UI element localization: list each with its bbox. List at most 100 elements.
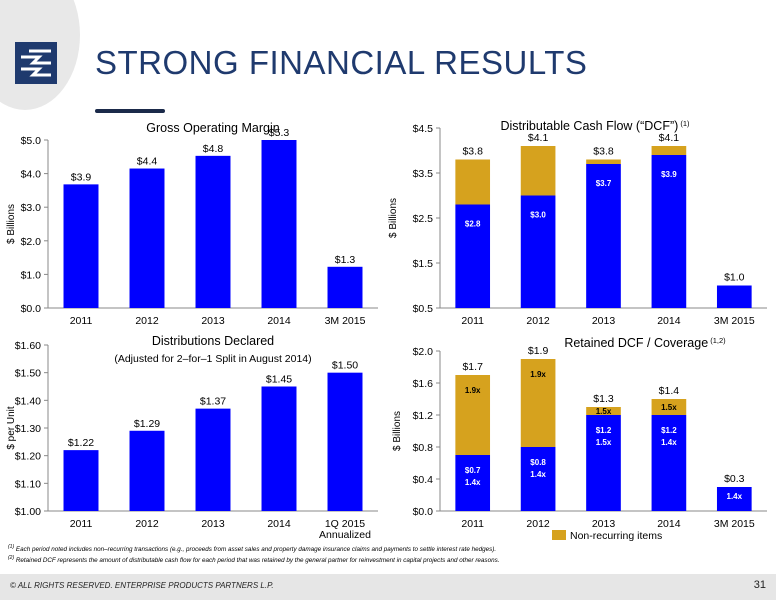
- chart4-x-tick-label: 2012: [526, 518, 550, 530]
- chart2-title: Distributable Cash Flow (“DCF”) (1): [500, 119, 690, 133]
- chart2-total-label: $3.8: [593, 146, 614, 158]
- chart2-bar-nonrecurring: [651, 146, 687, 155]
- chart4-coverage-label: 1.4x: [727, 492, 743, 501]
- chart3-bar: [327, 372, 363, 511]
- chart3-y-tick-label: $1.40: [15, 395, 41, 407]
- chart4-bar-nonrecurring: [586, 407, 621, 415]
- chart2-x-tick-label: 3M 2015: [714, 315, 755, 327]
- chart2-base-label: $2.8: [465, 220, 481, 229]
- chart2-bar-base: [586, 164, 621, 308]
- chart4-total-label: $1.9: [528, 345, 549, 357]
- chart2-y-tick-label: $2.5: [413, 213, 434, 225]
- chart2-y-tick-label: $0.5: [413, 303, 434, 315]
- chart2-x-tick-label: 2011: [461, 315, 484, 327]
- chart2-base-label: $3.9: [661, 170, 677, 179]
- page-title: STRONG FINANCIAL RESULTS: [95, 44, 588, 81]
- chart4-x-tick-label: 3M 2015: [714, 518, 755, 530]
- chart3-data-label: $1.50: [332, 360, 358, 372]
- footer-bar: © ALL RIGHTS RESERVED. ENTERPRISE PRODUC…: [0, 574, 776, 600]
- chart3-x-tick-label: 2013: [201, 518, 225, 530]
- chart1-y-tick-label: $5.0: [21, 135, 42, 147]
- chart2-base-label: $3.7: [596, 179, 612, 188]
- chart4-coverage-label: 1.5x: [596, 438, 612, 447]
- chart2-bar-nonrecurring: [520, 146, 556, 196]
- chart3-bar: [261, 386, 297, 511]
- chart4-total-label: $0.3: [724, 473, 745, 485]
- chart3-data-label: $1.29: [134, 418, 160, 430]
- chart2-y-axis-label: $ Billions: [388, 198, 399, 238]
- chart4-bar-nonrecurring: [520, 359, 556, 447]
- chart2-total-label: $4.1: [528, 132, 549, 144]
- chart1-bar: [63, 184, 99, 308]
- chart4-nonrecurring-coverage-label: 1.9x: [530, 370, 546, 379]
- chart4-nonrecurring-coverage-label: 1.9x: [465, 386, 481, 395]
- chart4-nonrecurring-coverage-label: 1.5x: [596, 407, 612, 416]
- chart2-bar-base: [716, 285, 752, 308]
- chart2-x-tick-label: 2014: [657, 315, 681, 327]
- chart4-y-tick-label: $1.2: [413, 410, 434, 422]
- chart4-y-tick-label: $0.8: [413, 442, 434, 454]
- chart4-legend-swatch: [552, 530, 566, 540]
- chart3-x-tick-label: 1Q 2015: [325, 518, 365, 530]
- chart4-coverage-label: 1.4x: [661, 438, 677, 447]
- chart1-bar: [261, 140, 297, 308]
- chart4-legend-label: Non-recurring items: [570, 530, 662, 542]
- footnote-1: (1) Each period noted includes non–recur…: [8, 544, 497, 554]
- chart1-bar: [195, 155, 231, 308]
- chart4-total-label: $1.7: [462, 361, 483, 373]
- chart2-x-tick-label: 2013: [592, 315, 616, 327]
- chart3-y-axis-label: $ per Unit: [6, 406, 17, 450]
- chart1-x-tick-label: 2011: [70, 315, 93, 327]
- chart4-base-label: $1.2: [661, 426, 677, 435]
- chart2-bar-nonrecurring: [586, 159, 621, 164]
- chart2-y-tick-label: $1.5: [413, 258, 434, 270]
- chart1-y-tick-label: $3.0: [21, 202, 42, 214]
- chart1-title: Gross Operating Margin: [146, 121, 279, 135]
- chart4-x-tick-label: 2011: [461, 518, 484, 530]
- footnote-2: (2) Retained DCF represents the amount o…: [8, 555, 500, 565]
- chart1-data-label: $4.8: [203, 143, 224, 155]
- chart3-data-label: $1.45: [266, 374, 292, 386]
- chart3-y-tick-label: $1.50: [15, 368, 41, 380]
- chart4-bar-base: [455, 455, 491, 511]
- chart1-x-tick-label: 3M 2015: [325, 315, 366, 327]
- chart4-base-label: $0.7: [465, 466, 481, 475]
- chart3-data-label: $1.37: [200, 396, 226, 408]
- chart4-bar-base: [520, 447, 556, 511]
- chart3-title: Distributions Declared: [152, 334, 274, 348]
- chart4-bar-base: [651, 415, 687, 511]
- chart3-x-tick-label: 2012: [135, 518, 159, 530]
- chart4-x-tick-label: 2014: [657, 518, 681, 530]
- chart4-nonrecurring-coverage-label: 1.5x: [661, 403, 677, 412]
- chart1-y-tick-label: $0.0: [21, 303, 42, 315]
- chart4-bar-base: [716, 487, 752, 511]
- chart4-y-tick-label: $2.0: [413, 346, 434, 358]
- chart1-data-label: $3.9: [71, 171, 92, 183]
- chart4-bar-base: [586, 415, 621, 511]
- chart4-base-label: $0.8: [530, 458, 546, 467]
- chart3-y-tick-label: $1.20: [15, 451, 41, 463]
- chart4-total-label: $1.4: [659, 385, 680, 397]
- chart4-coverage-label: 1.4x: [465, 478, 481, 487]
- chart3-y-tick-label: $1.30: [15, 423, 41, 435]
- chart4-y-tick-label: $0.4: [413, 474, 434, 486]
- chart3-y-tick-label: $1.60: [15, 340, 41, 352]
- footnotes: (1) Each period noted includes non–recur…: [8, 543, 748, 565]
- chart4-coverage-label: 1.4x: [530, 470, 546, 479]
- chart1-bar: [129, 168, 165, 308]
- chart1-data-label: $4.4: [137, 156, 158, 168]
- chart2-base-label: $3.0: [530, 211, 546, 220]
- chart1-y-tick-label: $1.0: [21, 269, 42, 281]
- chart3-y-tick-label: $1.00: [15, 506, 41, 518]
- chart4-base-label: $1.2: [596, 426, 612, 435]
- charts-canvas: $0.0 $1.0 $2.0 $3.0 $4.0 $5.0 $ Billions 2011 20…: [6, 119, 767, 542]
- chart3-subtitle: (Adjusted for 2–for–1 Split in August 20…: [114, 353, 311, 365]
- chart3-bar: [63, 450, 99, 511]
- chart4-y-tick-label: $0.0: [413, 506, 434, 518]
- chart2-total-label: $3.8: [462, 146, 483, 158]
- chart2-total-label: $1.0: [724, 272, 745, 284]
- chart1-x-tick-label: 2014: [267, 315, 291, 327]
- chart1-y-tick-label: $4.0: [21, 169, 42, 181]
- chart4-total-label: $1.3: [593, 393, 614, 405]
- chart2-bar-base: [651, 155, 687, 308]
